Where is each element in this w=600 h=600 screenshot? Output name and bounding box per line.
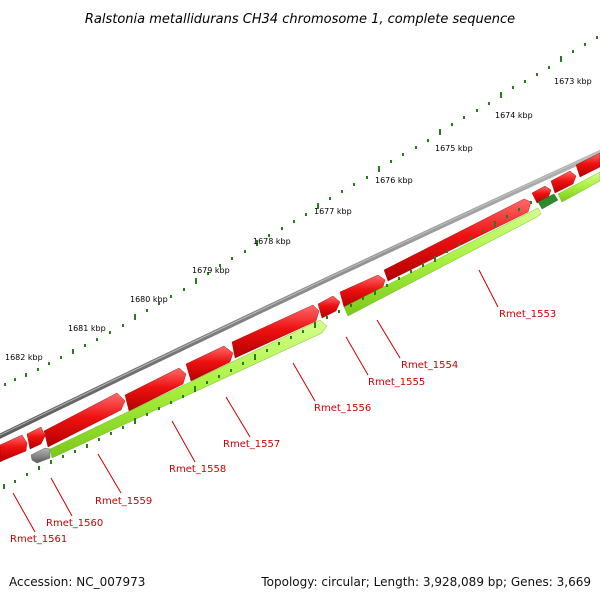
gene-arrow[interactable] [26, 426, 46, 450]
tick-label: 1676 kbp [375, 176, 413, 185]
gene-arrow-grey[interactable] [30, 447, 51, 464]
gene-arrow[interactable] [231, 304, 320, 359]
tick-labels: 1673 kbp 1674 kbp 1675 kbp 1676 kbp 1677… [5, 77, 592, 362]
label-leaders [12, 269, 499, 533]
gene-arrow[interactable] [339, 274, 386, 308]
accession-text: Accession: NC_007973 [9, 575, 145, 589]
gene-arrow[interactable] [0, 434, 28, 463]
tick-label: 1679 kbp [192, 266, 230, 275]
forward-genes [0, 152, 600, 463]
tick-label: 1673 kbp [554, 77, 592, 86]
map-title: Ralstonia metallidurans CH34 chromosome … [85, 12, 515, 27]
gene-label[interactable]: Rmet_1555 [368, 377, 425, 388]
topology-text: Topology: circular; Length: 3,928,089 bp… [260, 575, 591, 589]
gene-arrow[interactable] [383, 198, 532, 282]
gene-label[interactable]: Rmet_1557 [223, 439, 280, 450]
tick-label: 1677 kbp [314, 207, 352, 216]
tick-label: 1680 kbp [130, 295, 168, 304]
gene-arrow[interactable] [49, 319, 328, 459]
gene-label[interactable]: Rmet_1559 [95, 496, 152, 507]
gene-arrow[interactable] [317, 295, 341, 319]
gene-arrow[interactable] [185, 345, 234, 382]
inner-ruler [3, 201, 532, 489]
gene-arrow[interactable] [557, 171, 600, 203]
reverse-genes [30, 171, 600, 464]
gene-label[interactable]: Rmet_1553 [499, 309, 556, 320]
gene-arrow[interactable] [343, 207, 542, 317]
gene-label[interactable]: Rmet_1560 [46, 518, 103, 529]
backbone-track [0, 149, 600, 439]
gene-arrow[interactable] [43, 392, 126, 448]
gene-label[interactable]: Rmet_1561 [10, 534, 67, 545]
gene-arrow[interactable] [575, 152, 600, 178]
tick-label: 1681 kbp [68, 324, 106, 333]
gene-arrow[interactable] [550, 170, 577, 194]
gene-label[interactable]: Rmet_1554 [401, 360, 458, 371]
coordinate-ruler [4, 36, 598, 386]
tick-label: 1678 kbp [253, 237, 291, 246]
gene-label[interactable]: Rmet_1558 [169, 464, 226, 475]
tick-label: 1682 kbp [5, 353, 43, 362]
tick-label: 1674 kbp [495, 111, 533, 120]
tick-label: 1675 kbp [435, 144, 473, 153]
gene-labels: Rmet_1553 Rmet_1554 Rmet_1555 Rmet_1556 … [10, 309, 556, 545]
gene-arrow[interactable] [124, 367, 187, 412]
gene-label[interactable]: Rmet_1556 [314, 403, 371, 414]
gene-arrow-dark[interactable] [537, 193, 559, 210]
